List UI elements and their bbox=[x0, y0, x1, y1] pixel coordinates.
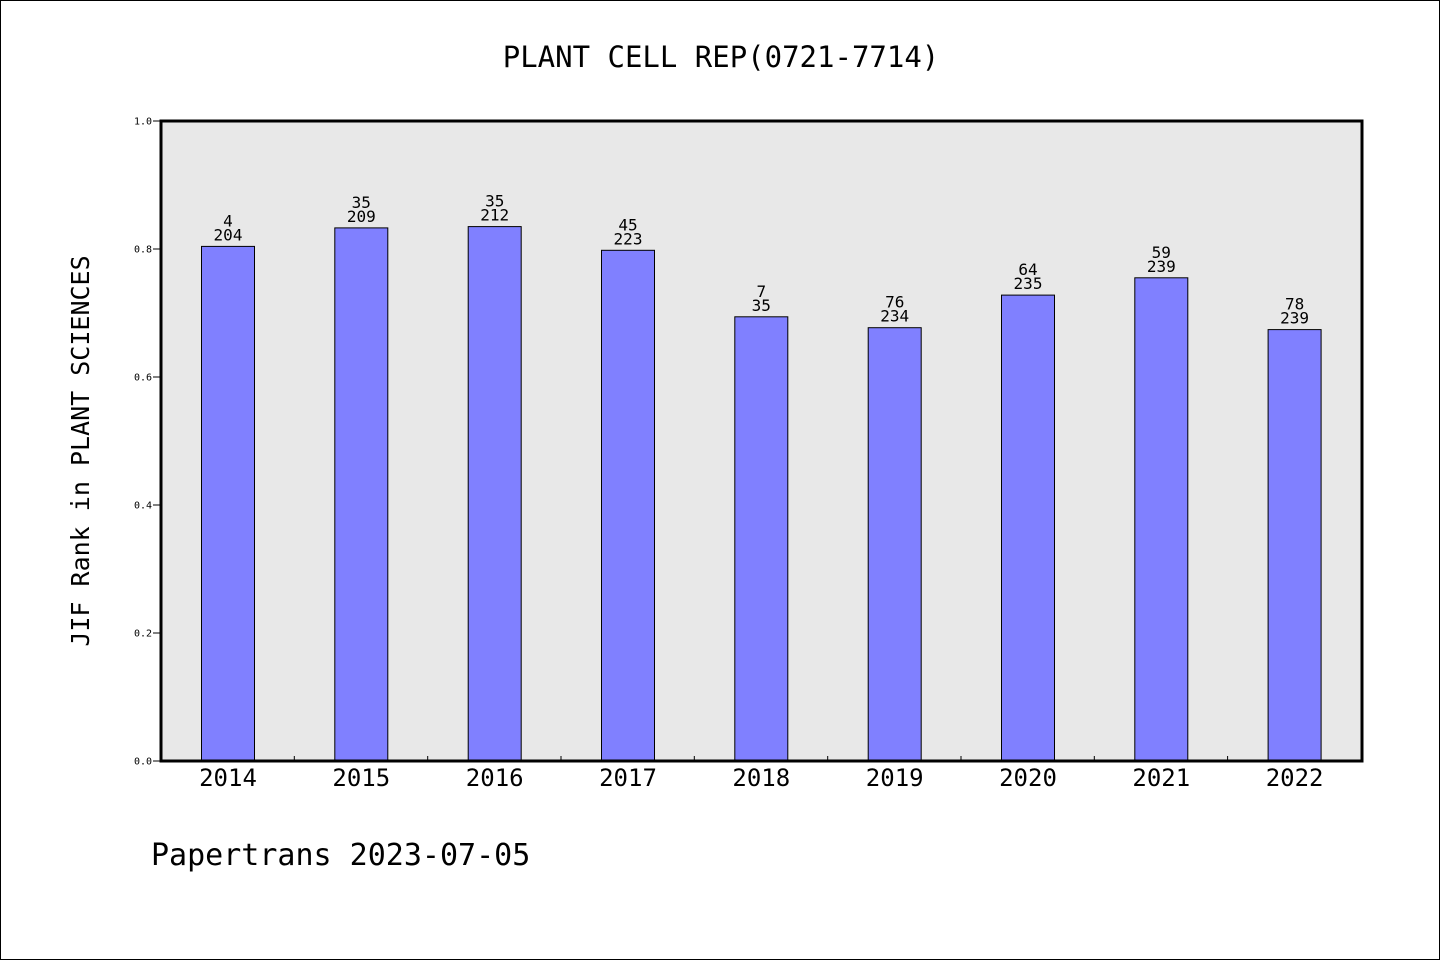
bar-2016 bbox=[467, 226, 522, 762]
x-tick-label-2018: 2018 bbox=[732, 764, 790, 792]
bar-2019 bbox=[867, 327, 922, 762]
bar-label-rank-2014: 4 bbox=[223, 211, 233, 230]
footer-text: Papertrans 2023-07-05 bbox=[151, 838, 530, 873]
bar-label-total-2017: 223 bbox=[614, 229, 643, 248]
plot-frame bbox=[159, 119, 1364, 763]
bar-label-total-2020: 235 bbox=[1014, 274, 1043, 293]
bar-label-rank-2019: 76 bbox=[885, 293, 904, 312]
bar-2017 bbox=[601, 249, 655, 762]
x-tick-label-2020: 2020 bbox=[999, 764, 1057, 792]
bar-label-total-2015: 209 bbox=[347, 207, 376, 226]
bar-2022 bbox=[1267, 329, 1322, 762]
x-tick-label-2015: 2015 bbox=[332, 764, 390, 792]
x-axis: 2014 2015 2016 2017 2018 2019 2020 2021 2022 bbox=[199, 756, 1323, 792]
x-tick-label-2021: 2021 bbox=[1132, 764, 1190, 792]
bar-2020 bbox=[1001, 294, 1055, 762]
bars bbox=[201, 226, 1322, 762]
bar-2015 bbox=[334, 227, 389, 762]
bar-label-rank-2016: 35 bbox=[485, 192, 504, 211]
y-tick-label-0.2: 0.2 bbox=[134, 629, 152, 640]
bar-label-rank-2022: 78 bbox=[1285, 295, 1304, 314]
y-axis: 0.0 0.2 0.4 0.6 0.8 1.0 bbox=[134, 117, 161, 768]
x-tick-label-2014: 2014 bbox=[199, 764, 257, 792]
bar-label-total-2016: 212 bbox=[480, 206, 509, 225]
x-tick-label-2022: 2022 bbox=[1266, 764, 1324, 792]
y-tick-label-0.0: 0.0 bbox=[134, 757, 152, 768]
y-tick-label-0.6: 0.6 bbox=[134, 373, 152, 384]
bar-label-rank-2017: 45 bbox=[618, 215, 637, 234]
bar-2014 bbox=[201, 245, 255, 762]
bar-label-total-2021: 239 bbox=[1147, 257, 1176, 276]
bar-2018 bbox=[734, 316, 789, 762]
y-tick-label-0.4: 0.4 bbox=[134, 501, 152, 512]
bar-label-total-2018: 35 bbox=[752, 296, 771, 315]
bar-label-rank-2020: 64 bbox=[1018, 260, 1037, 279]
y-axis-label: JIF Rank in PLANT SCIENCES bbox=[66, 255, 95, 646]
bar-label-total-2019: 234 bbox=[880, 307, 909, 326]
y-tick-label-1.0: 1.0 bbox=[134, 117, 152, 128]
bar-label-total-2022: 239 bbox=[1280, 309, 1309, 328]
bar-label-rank-2021: 59 bbox=[1152, 243, 1171, 262]
bar-label-total-2014: 204 bbox=[214, 225, 243, 244]
x-tick-label-2017: 2017 bbox=[599, 764, 657, 792]
bar-label-rank-2018: 7 bbox=[756, 282, 766, 301]
y-tick-label-0.8: 0.8 bbox=[134, 245, 152, 256]
bar-2021 bbox=[1134, 277, 1189, 762]
x-tick-label-2019: 2019 bbox=[866, 764, 924, 792]
x-tick-label-2016: 2016 bbox=[466, 764, 524, 792]
chart-title: PLANT CELL REP(0721-7714) bbox=[503, 40, 940, 74]
bar-label-rank-2015: 35 bbox=[352, 193, 371, 212]
